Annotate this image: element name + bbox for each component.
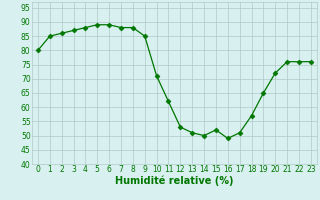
X-axis label: Humidité relative (%): Humidité relative (%): [115, 176, 234, 186]
